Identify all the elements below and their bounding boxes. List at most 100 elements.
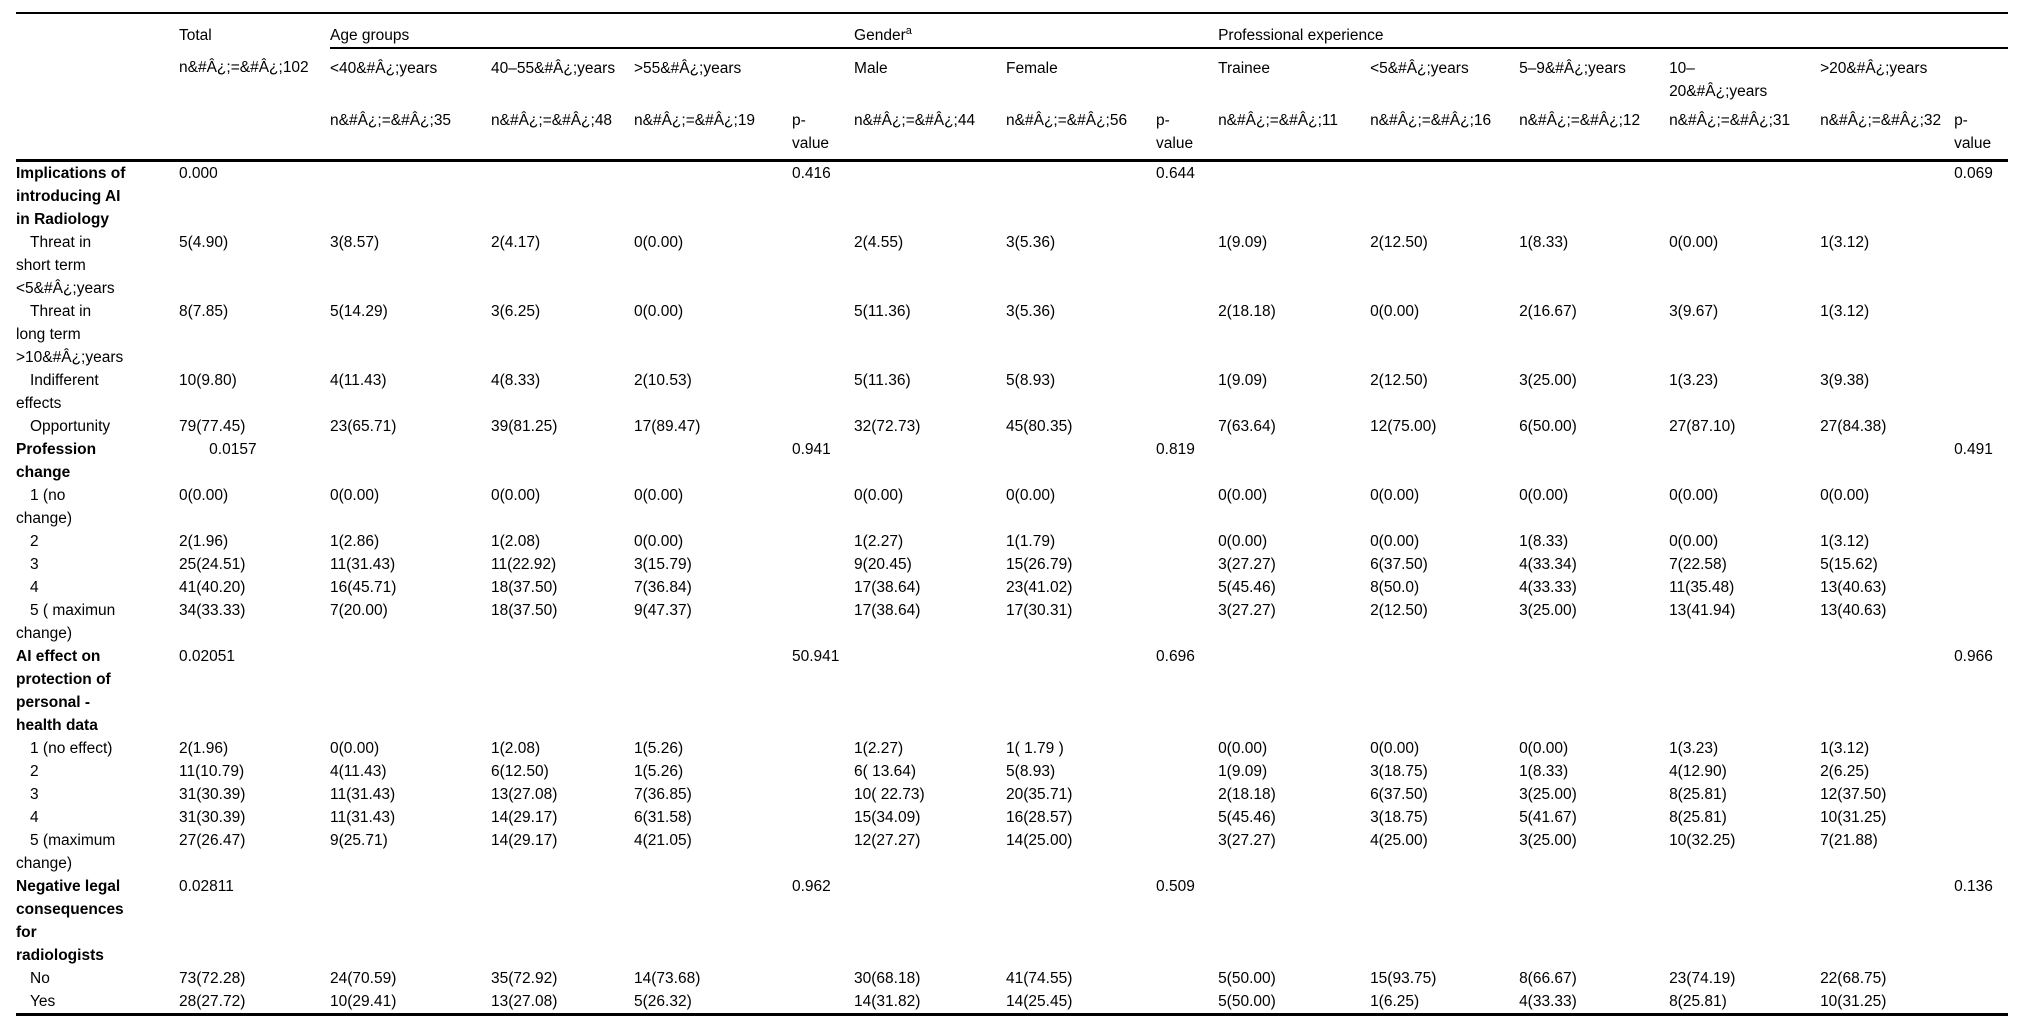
row-label: 2 <box>30 533 39 550</box>
table-row: 3 25(24.51) 11(31.43) 11(22.92) 3(15.79) 9(20… <box>16 553 2008 576</box>
value-cell: 73(72.28) <box>179 970 246 987</box>
value-cell: 28(27.72) <box>179 993 246 1010</box>
row-label: Yes <box>30 993 56 1010</box>
p-value-cell <box>1156 829 1218 875</box>
value-cell: 0(0.00) <box>854 487 904 504</box>
value-cell: 4(25.00) <box>1370 832 1428 849</box>
header-exp-over20: >20&#Â¿;years <box>1820 60 1928 77</box>
value-cell: 1(2.27) <box>854 533 904 550</box>
value-cell: 1(5.26) <box>634 740 684 757</box>
value-cell: 11(22.92) <box>491 556 557 573</box>
value-cell: 17(89.47) <box>634 418 701 435</box>
value-cell <box>1006 645 1156 737</box>
header-exp-10-20-n: n&#Â¿;=&#Â¿;31 <box>1669 112 1791 129</box>
p-value-cell <box>1954 369 2008 415</box>
value-cell: 14(25.45) <box>1006 993 1073 1010</box>
p-value-cell: 0.136 <box>1954 878 1993 895</box>
value-cell: 1(5.26) <box>634 763 684 780</box>
table-row: 4 31(30.39) 11(31.43) 14(29.17) 6(31.58) 15(3… <box>16 806 2008 829</box>
value-cell: 3(27.27) <box>1218 832 1276 849</box>
table-row: 3 31(30.39) 11(31.43) 13(27.08) 7(36.85) 10( … <box>16 783 2008 806</box>
value-cell: 8(25.81) <box>1669 786 1727 803</box>
value-cell: 13(27.08) <box>491 993 558 1010</box>
row-label: 1 (no change) <box>16 487 73 527</box>
value-cell <box>491 438 634 484</box>
header-age-under40: <40&#Â¿;years <box>330 60 438 77</box>
value-cell: 0(0.00) <box>1820 487 1870 504</box>
value-cell <box>1006 875 1156 967</box>
value-cell: 2(18.18) <box>1218 786 1276 803</box>
value-cell: 3(25.00) <box>1519 372 1577 389</box>
value-cell: 3(18.75) <box>1370 809 1428 826</box>
value-cell: 0(0.00) <box>1669 487 1719 504</box>
table-row: 1 (no change) 0(0.00) 0(0.00) 0(0.00) 0(0.00… <box>16 484 2008 530</box>
value-cell: 1(8.33) <box>1519 763 1569 780</box>
value-cell: 5(45.46) <box>1218 809 1276 826</box>
value-cell: 14(29.17) <box>491 809 558 826</box>
header-group-age: Age groups <box>330 13 855 49</box>
p-value-cell <box>792 415 854 438</box>
value-cell: 0.02811 <box>179 878 234 895</box>
header-blank <box>1156 48 1218 103</box>
header-exp-under5: <5&#Â¿;years <box>1370 60 1469 77</box>
p-value-cell: 0.696 <box>1156 648 1195 665</box>
table-row: AI effect on protection of personal - he… <box>16 645 2008 737</box>
p-value-cell: 0.644 <box>1156 165 1195 182</box>
value-cell: 3(15.79) <box>634 556 692 573</box>
results-table: Total Age groups Gendera Professional ex… <box>16 12 2009 1016</box>
table-row: 2 11(10.79) 4(11.43) 6(12.50) 1(5.26) 6( 13.6… <box>16 760 2008 783</box>
header-blank <box>792 48 854 103</box>
value-cell: 3(18.75) <box>1370 763 1428 780</box>
row-label: No <box>30 970 50 987</box>
value-cell: 0(0.00) <box>634 303 684 320</box>
row-label: Threat in long term >10&#Â¿;years <box>16 303 124 366</box>
value-cell: 2(18.18) <box>1218 303 1276 320</box>
value-cell: 18(37.50) <box>491 602 558 619</box>
header-age-40-55: 40–55&#Â¿;years <box>491 60 616 77</box>
row-label: Opportunity <box>30 418 111 435</box>
value-cell: 2(10.53) <box>634 372 692 389</box>
row-label: Negative legal consequences for radiolog… <box>16 878 124 964</box>
p-value-cell <box>792 806 854 829</box>
value-cell: 31(30.39) <box>179 786 246 803</box>
value-cell: 3(6.25) <box>491 303 541 320</box>
value-cell: 6( 13.64) <box>854 763 917 780</box>
value-cell <box>1820 645 1954 737</box>
value-cell: 41(40.20) <box>179 579 246 596</box>
value-cell <box>1519 645 1669 737</box>
table-row: Indifferent effects 10(9.80) 4(11.43) 4(8.3… <box>16 369 2008 415</box>
value-cell <box>1218 161 1370 232</box>
value-cell: 31(30.39) <box>179 809 246 826</box>
value-cell: 5(50.00) <box>1218 970 1276 987</box>
value-cell <box>330 438 491 484</box>
value-cell: 1(2.86) <box>330 533 380 550</box>
header-blank <box>179 103 330 161</box>
table-row: Threat in short term <5&#Â¿;years 5(4.90)… <box>16 231 2008 300</box>
value-cell <box>634 875 792 967</box>
p-value-cell <box>792 829 854 875</box>
p-value-cell <box>1156 553 1218 576</box>
p-value-cell <box>1954 576 2008 599</box>
value-cell: 1(3.12) <box>1820 303 1870 320</box>
p-value-cell <box>1156 484 1218 530</box>
row-label: Implications of introducing AI in Radiol… <box>16 165 126 228</box>
p-value-cell <box>1954 553 2008 576</box>
value-cell: 1(3.23) <box>1669 372 1719 389</box>
value-cell: 0.02051 <box>179 648 236 665</box>
table-row: 5 ( maximun change) 34(33.33) 7(20.00) 18(3… <box>16 599 2008 645</box>
value-cell: 3(5.36) <box>1006 234 1056 251</box>
value-cell: 6(50.00) <box>1519 418 1577 435</box>
value-cell: 8(7.85) <box>179 303 229 320</box>
value-cell: 1(3.12) <box>1820 740 1870 757</box>
value-cell: 10(32.25) <box>1669 832 1736 849</box>
p-value-cell <box>792 783 854 806</box>
value-cell: 2(6.25) <box>1820 763 1870 780</box>
header-age-p-value: p- value <box>792 112 830 152</box>
value-cell: 27(84.38) <box>1820 418 1887 435</box>
row-label: 5 ( maximun change) <box>16 602 116 642</box>
value-cell: 7(22.58) <box>1669 556 1727 573</box>
p-value-cell <box>1156 990 1218 1015</box>
value-cell <box>491 875 634 967</box>
value-cell: 7(20.00) <box>330 602 388 619</box>
value-cell <box>1218 645 1370 737</box>
